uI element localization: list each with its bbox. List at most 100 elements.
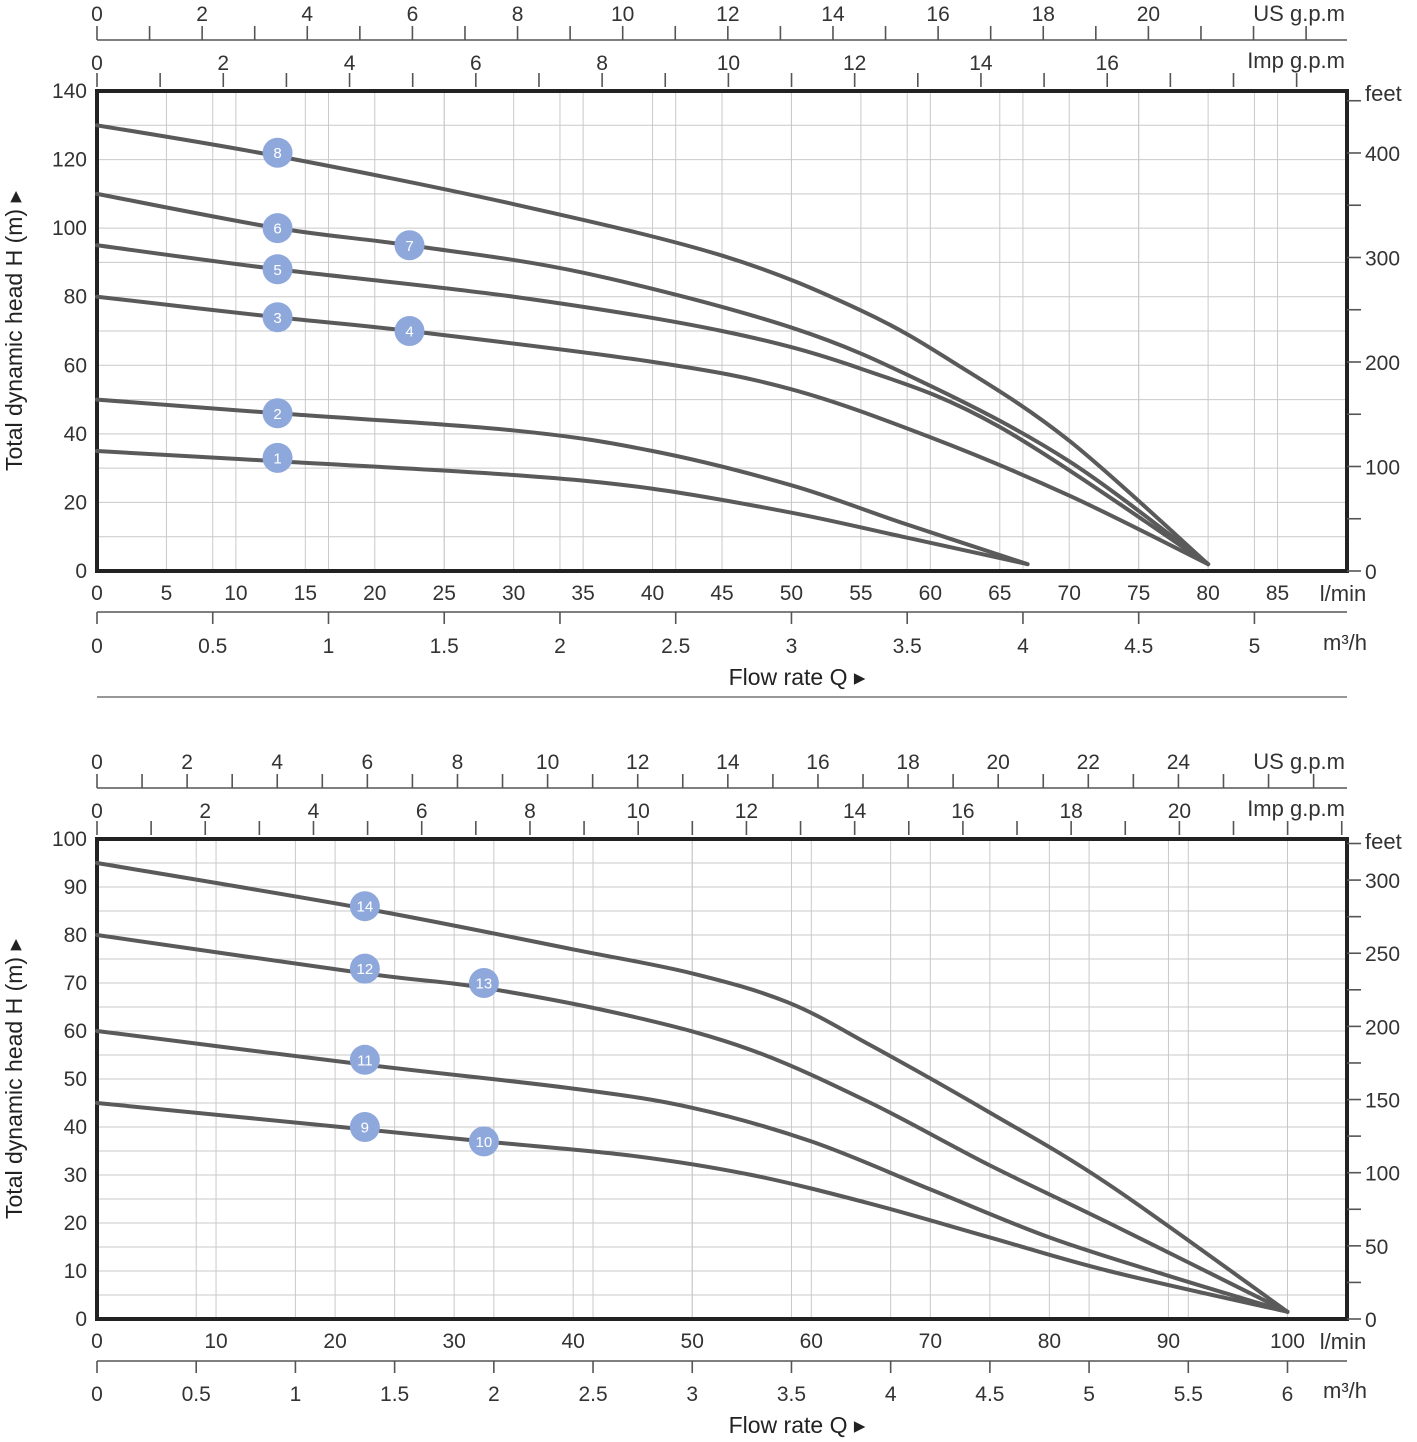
curve-label-badge-12 [349,953,380,984]
x-tick-label-lmin: 0 [91,1330,103,1353]
m3h-tick-label: 1 [290,1383,302,1406]
y-tick-label: 90 [64,876,87,899]
imp-gpm-unit-label: Imp g.p.m [1247,796,1345,821]
feet-unit-label: feet [1365,829,1402,854]
x-tick-label-lmin: 50 [681,1330,704,1353]
x-axis-title: Flow rate Q ▸ [729,664,866,690]
x-tick-label-lmin: 90 [1157,1330,1180,1353]
us-gpm-tick-label: 2 [181,751,193,774]
imp-gpm-tick-label: 2 [217,52,229,75]
us-gpm-tick-label: 0 [91,3,103,26]
m3h-tick-label: 2.5 [661,635,690,658]
imp-gpm-tick-label: 10 [717,52,740,75]
x-tick-label-lmin: 80 [1038,1330,1061,1353]
feet-tick-label: 50 [1365,1236,1388,1259]
feet-tick-label: 200 [1365,352,1400,375]
feet-tick-label: 100 [1365,456,1400,479]
curve-label-text: 7 [405,238,413,255]
y-tick-label: 30 [64,1164,87,1187]
feet-unit-label: feet [1365,81,1402,106]
us-gpm-tick-label: 20 [1137,3,1160,26]
us-gpm-tick-label: 24 [1167,751,1191,774]
curve-label-badge-11 [349,1044,380,1075]
curve-label-text: 4 [405,324,413,341]
imp-gpm-tick-label: 8 [596,52,608,75]
imp-gpm-tick-label: 8 [524,800,536,823]
imp-gpm-tick-label: 4 [308,800,320,823]
m3h-unit-label: m³/h [1323,630,1367,655]
us-gpm-tick-label: 18 [896,751,919,774]
x-tick-label-lmin: 15 [294,582,317,605]
curve-label-text: 5 [273,262,281,279]
curve-label-text: 2 [273,406,281,423]
us-gpm-tick-label: 14 [716,751,740,774]
m3h-tick-label: 1.5 [380,1383,409,1406]
y-tick-label: 70 [64,972,87,995]
lmin-unit-label: l/min [1320,581,1366,606]
us-gpm-tick-label: 6 [407,3,419,26]
curve-label-text: 11 [357,1052,373,1069]
m3h-tick-label: 2 [554,635,566,658]
curve-label-text: 1 [273,450,281,467]
curve-label-badge-5 [262,254,293,285]
x-tick-label-lmin: 35 [571,582,594,605]
imp-gpm-tick-label: 6 [416,800,428,823]
m3h-tick-label: 1 [323,635,335,658]
y-tick-label: 20 [64,1212,87,1235]
x-tick-label-lmin: 60 [919,582,942,605]
x-tick-label-lmin: 80 [1196,582,1219,605]
imp-gpm-tick-label: 2 [199,800,211,823]
curve-label-badge-9 [349,1112,380,1142]
m3h-tick-label: 3.5 [893,635,922,658]
m3h-tick-label: 2.5 [578,1383,607,1406]
y-tick-label: 80 [64,924,87,947]
y-tick-label: 60 [64,1020,87,1043]
imp-gpm-tick-label: 14 [843,800,867,823]
m3h-tick-label: 0.5 [198,635,227,658]
us-gpm-tick-label: 12 [626,751,649,774]
imp-gpm-tick-label: 4 [344,52,356,75]
curve-label-text: 14 [357,899,374,916]
y-tick-label: 0 [75,1308,87,1331]
us-gpm-tick-label: 14 [821,3,845,26]
y-tick-label: 40 [64,1116,87,1139]
y-tick-label: 80 [64,286,87,309]
curve-label-badge-2 [262,398,293,429]
y-tick-label: 40 [64,423,87,446]
us-gpm-tick-label: 10 [536,751,559,774]
x-tick-label-lmin: 55 [849,582,872,605]
x-tick-label-lmin: 20 [323,1330,346,1353]
imp-gpm-tick-label: 20 [1168,800,1191,823]
m3h-tick-label: 1.5 [430,635,459,658]
feet-tick-label: 150 [1365,1090,1400,1113]
imp-gpm-tick-label: 16 [1096,52,1119,75]
curve-label-badge-3 [262,302,293,333]
feet-tick-label: 0 [1365,561,1377,584]
x-tick-label-lmin: 40 [641,582,664,605]
m3h-tick-label: 3 [686,1383,698,1406]
m3h-tick-label: 4 [1017,635,1029,658]
curve-label-badge-10 [468,1126,499,1157]
us-gpm-tick-label: 16 [806,751,829,774]
us-gpm-tick-label: 4 [271,751,283,774]
x-tick-label-lmin: 65 [988,582,1011,605]
y-tick-label: 50 [64,1068,87,1091]
curve-label-badge-13 [468,968,499,998]
y-tick-label: 100 [52,828,87,851]
m3h-tick-label: 0.5 [182,1383,211,1406]
us-gpm-tick-label: 22 [1077,751,1100,774]
x-tick-label-lmin: 45 [710,582,733,605]
us-gpm-tick-label: 6 [362,751,374,774]
x-tick-label-lmin: 70 [919,1330,942,1353]
curve-label-badge-8 [262,137,293,168]
m3h-tick-label: 5 [1083,1383,1095,1406]
x-axis-title: Flow rate Q ▸ [729,1412,866,1438]
x-tick-label-lmin: 10 [204,1330,227,1353]
m3h-tick-label: 3.5 [777,1383,806,1406]
x-tick-label-lmin: 0 [91,582,103,605]
m3h-unit-label: m³/h [1323,1378,1367,1403]
x-tick-label-lmin: 100 [1270,1330,1305,1353]
feet-tick-label: 200 [1365,1016,1400,1039]
